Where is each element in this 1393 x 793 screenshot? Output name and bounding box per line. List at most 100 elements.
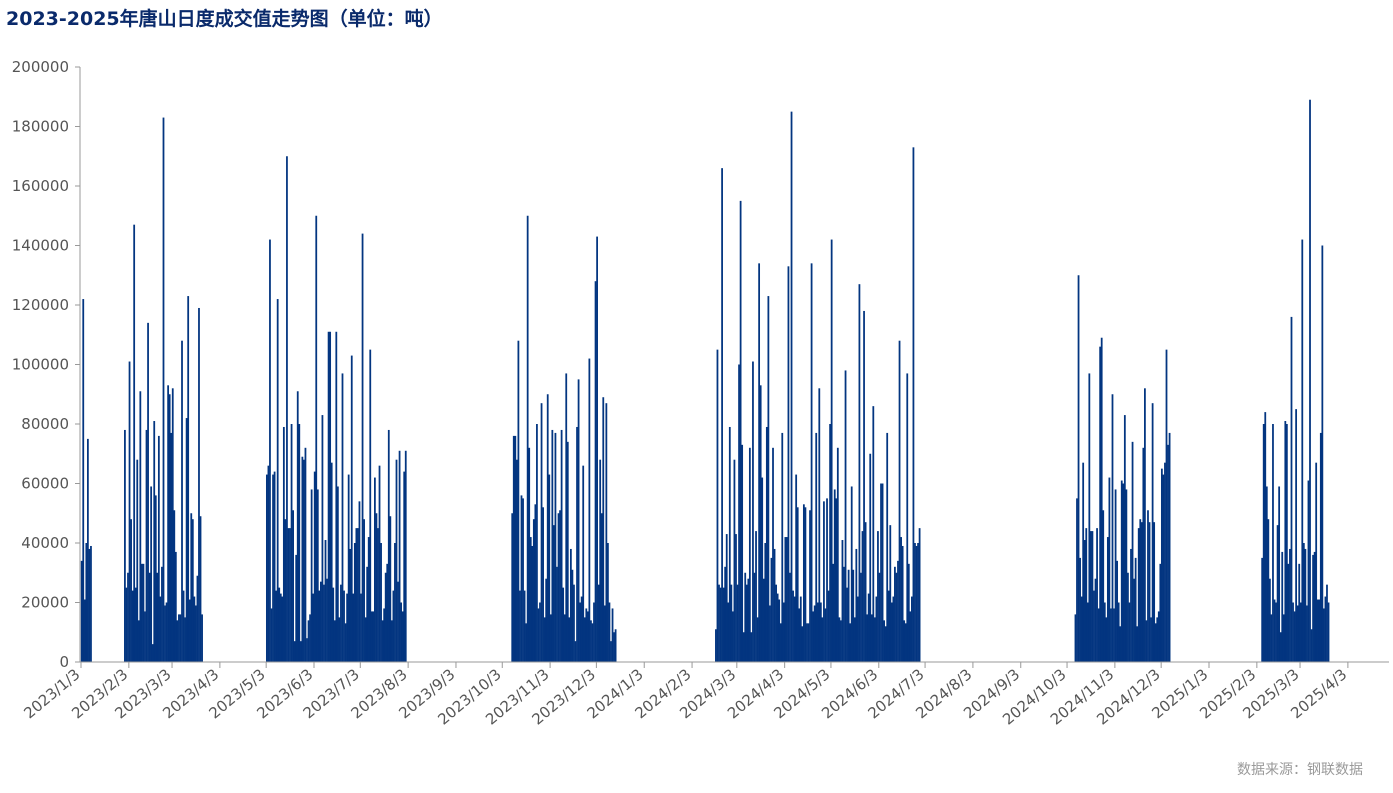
bar (1315, 462, 1318, 662)
bar (892, 596, 895, 662)
bar (1295, 409, 1298, 663)
bar (1083, 540, 1086, 662)
bar (566, 441, 569, 662)
bar (1114, 489, 1117, 662)
bar (809, 510, 811, 662)
bar (340, 584, 342, 662)
bar (147, 322, 149, 662)
bar (282, 426, 285, 662)
bar (792, 590, 794, 662)
bar (310, 489, 313, 662)
bar (1264, 412, 1267, 662)
bar (303, 459, 305, 662)
bar (903, 620, 906, 662)
bar (404, 450, 407, 662)
bar (804, 507, 807, 662)
bar (296, 391, 299, 662)
bar (546, 394, 549, 662)
bar (830, 239, 833, 663)
bar (343, 590, 345, 662)
bar (318, 590, 321, 662)
bar (512, 435, 515, 662)
bar (157, 435, 160, 662)
bar (1289, 548, 1291, 662)
bar (761, 477, 764, 662)
bar (718, 584, 720, 662)
bar (775, 584, 777, 662)
bar (154, 495, 157, 662)
bar (1134, 557, 1137, 663)
bar (872, 406, 875, 662)
data-source: 数据来源：钢联数据 (1237, 762, 1363, 778)
x-axis: 2023/1/32023/2/32023/3/32023/4/32023/5/3… (20, 661, 1389, 729)
bar (1296, 605, 1299, 662)
bar (316, 489, 319, 662)
bar (605, 403, 608, 662)
bar (565, 373, 568, 662)
bar (272, 474, 274, 662)
bar (366, 566, 369, 662)
bar (1086, 602, 1089, 662)
bar (1120, 480, 1123, 662)
bar (823, 501, 825, 662)
bar (1144, 388, 1146, 662)
bar (367, 537, 370, 662)
bar (781, 432, 784, 662)
bar (590, 620, 592, 662)
bar (583, 617, 586, 663)
bar (613, 632, 615, 662)
bar (1298, 563, 1301, 662)
bar (807, 623, 810, 662)
bar (736, 584, 739, 662)
bar (171, 388, 174, 662)
bar (1122, 483, 1125, 662)
bar (1267, 519, 1270, 662)
bar (139, 391, 142, 662)
bar (335, 331, 338, 662)
bar (732, 611, 734, 662)
bar (841, 540, 844, 662)
bar (1145, 620, 1148, 662)
bar (1275, 602, 1277, 662)
bar (1125, 489, 1128, 662)
bar (1270, 614, 1273, 662)
bar (733, 459, 736, 662)
bar (1262, 424, 1265, 662)
bar (1108, 477, 1111, 662)
bar (915, 545, 918, 662)
bar (864, 522, 867, 662)
bar (724, 566, 727, 662)
bar (90, 545, 92, 662)
bar (137, 620, 140, 662)
bar (128, 361, 131, 662)
bar (904, 623, 907, 662)
bar (562, 587, 565, 663)
bar (816, 602, 819, 662)
bar (898, 340, 901, 662)
bar (1128, 602, 1131, 662)
bar (142, 563, 145, 662)
bar (290, 424, 293, 662)
bar (739, 200, 742, 663)
bar (1102, 510, 1105, 662)
bar (306, 638, 308, 662)
bar (273, 471, 276, 662)
bar (573, 584, 575, 662)
bar (1302, 543, 1305, 662)
bar (827, 590, 830, 662)
bar (884, 626, 887, 662)
bar-series (80, 99, 1330, 663)
bar (312, 593, 315, 662)
bar (164, 605, 166, 662)
bar (369, 349, 372, 663)
bar (832, 563, 835, 662)
bar (593, 602, 595, 662)
bar (187, 296, 190, 662)
bar (1127, 572, 1129, 662)
bar (381, 620, 384, 662)
bar (849, 623, 852, 662)
bar (167, 385, 170, 662)
bar (1117, 602, 1120, 662)
bar (860, 572, 862, 662)
bar (560, 429, 563, 662)
